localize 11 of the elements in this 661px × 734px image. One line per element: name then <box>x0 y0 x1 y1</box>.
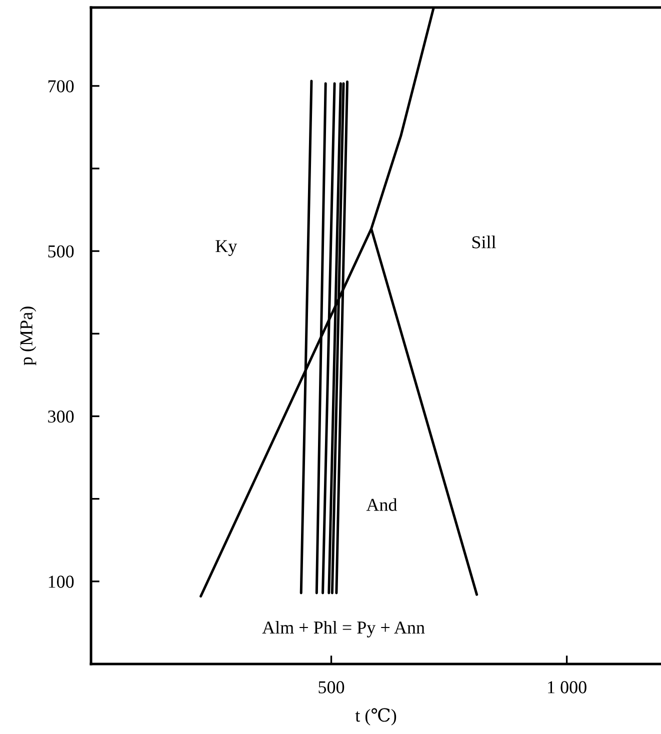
y-tick-label: 300 <box>48 410 74 423</box>
y-tick-label: 500 <box>48 245 74 258</box>
y-tick-label: 700 <box>48 80 74 92</box>
y-tick-label: 100 <box>48 576 74 588</box>
annotation: Ky <box>216 240 238 256</box>
y-axis-title: p (MPa) <box>20 306 36 366</box>
annotation: Alm + Phl = Py + Ann <box>262 620 425 638</box>
x-axis-title: t (℃) <box>355 708 396 726</box>
annotation: And <box>366 498 398 511</box>
annotation: Sill <box>472 236 496 248</box>
x-tick-label: 1 000 <box>548 681 586 694</box>
